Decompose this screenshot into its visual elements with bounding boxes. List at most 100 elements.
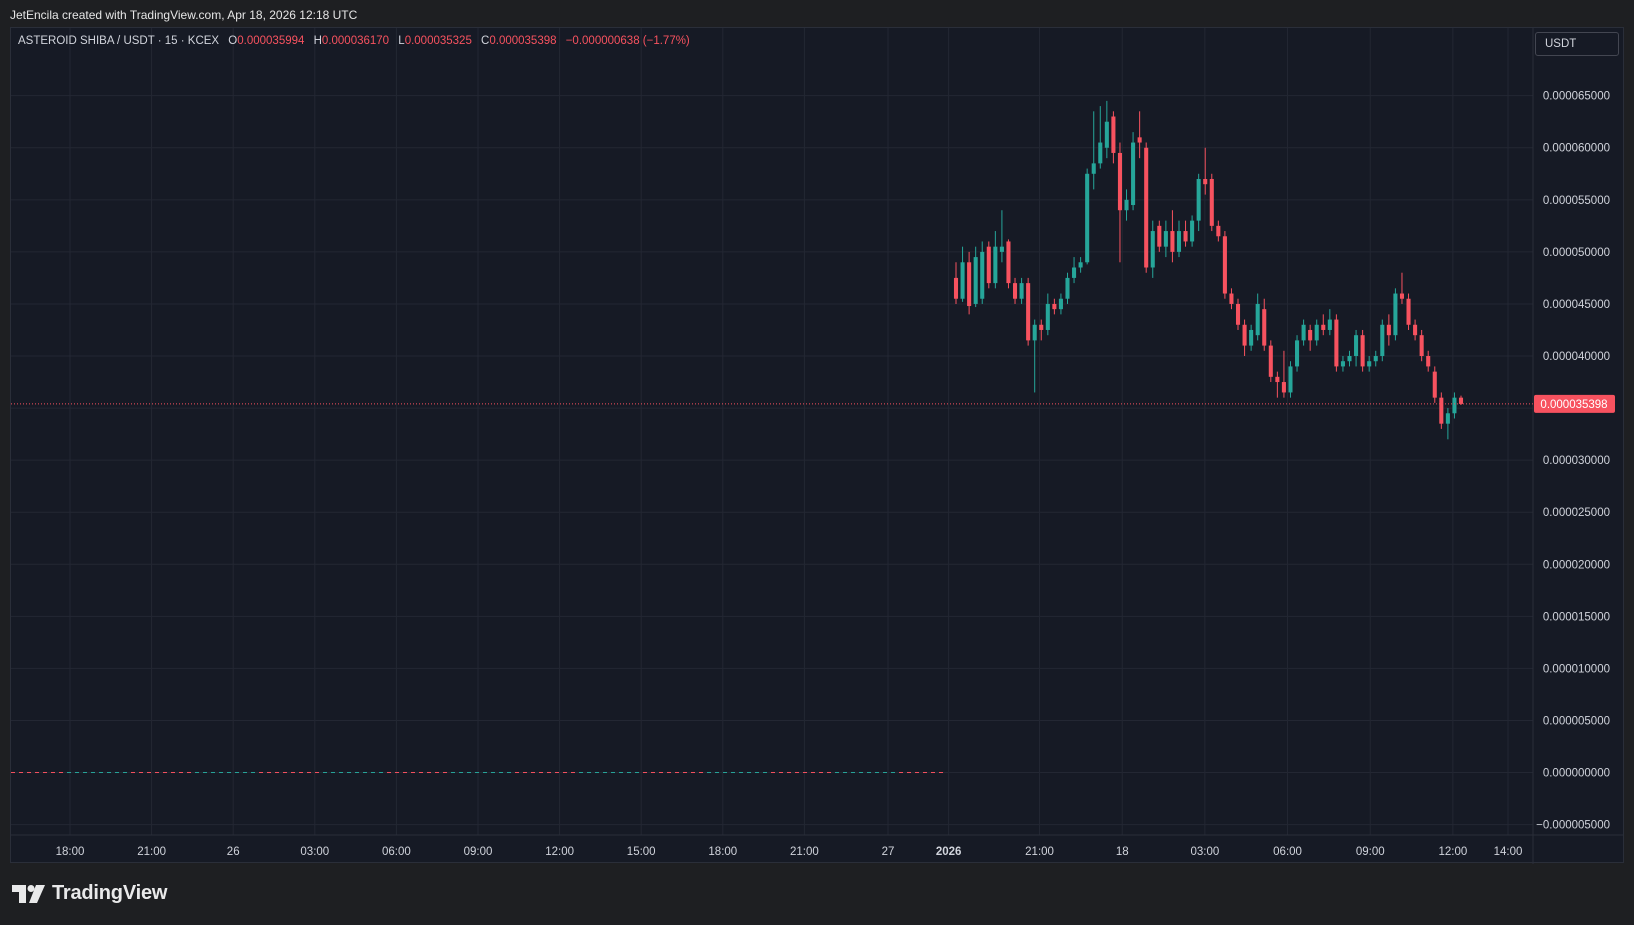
last-price-badge: [1534, 394, 1615, 413]
x-tick-label: 12:00: [545, 846, 574, 858]
y-tick-label: 0.000015000: [1543, 611, 1610, 623]
candle-body: [1203, 178, 1208, 185]
high-value: 0.000036170: [321, 35, 390, 47]
x-tick-label: 14:00: [1494, 846, 1523, 858]
candle-body: [1340, 361, 1345, 367]
x-tick-label: 09:00: [464, 846, 493, 858]
candle-body: [1255, 303, 1260, 336]
candle-body: [1065, 277, 1070, 299]
x-tick-label: 06:00: [382, 846, 411, 858]
candle-body: [1262, 309, 1267, 346]
candle-body: [960, 262, 965, 299]
tradingview-brand: TradingView: [52, 882, 168, 904]
candle-body: [1295, 340, 1300, 367]
candle-body: [1058, 298, 1063, 310]
x-tick-label: 18:00: [56, 846, 85, 858]
x-tick-label: 09:00: [1356, 846, 1385, 858]
open-label: O: [228, 35, 238, 47]
low-value: 0.000035325: [404, 35, 472, 47]
candle-body: [1314, 324, 1319, 341]
last-price-label: 0.000035398: [1540, 399, 1607, 411]
candle-body: [1216, 225, 1221, 237]
x-tick-label: 21:00: [790, 846, 819, 858]
candle-body: [1281, 382, 1286, 393]
candle-body: [1347, 356, 1352, 362]
candle-body: [1157, 225, 1162, 247]
candle-body: [1419, 335, 1424, 357]
y-tick-label: 0.000065000: [1543, 91, 1610, 103]
tradingview-logo-icon: [12, 884, 45, 903]
chart-caption: JetEncila created with TradingView.com, …: [10, 8, 358, 22]
tradingview-logo[interactable]: TradingView: [12, 882, 167, 905]
candle-body: [1288, 366, 1293, 393]
candle-body: [1170, 231, 1175, 252]
candle-body: [1183, 231, 1188, 242]
candle-body: [1085, 173, 1090, 263]
y-tick-label: 0.000045000: [1543, 299, 1610, 311]
open-value: 0.000035994: [237, 35, 305, 47]
close-value: 0.000035398: [489, 35, 557, 47]
x-tick-label: 12:00: [1438, 846, 1467, 858]
y-tick-label: 0.000040000: [1543, 351, 1610, 363]
change-value: −0.000000638 (−1.77%): [565, 35, 690, 47]
candle-body: [1458, 397, 1464, 404]
candle-body: [1131, 142, 1136, 206]
candle-body: [1380, 324, 1385, 357]
candle-body: [1452, 397, 1457, 414]
candle-body: [980, 251, 985, 299]
candle-body: [1360, 335, 1365, 367]
close-label: C: [481, 35, 490, 47]
candle-body: [1019, 283, 1024, 299]
candle-body: [1222, 236, 1227, 294]
x-tick-label: 03:00: [300, 846, 329, 858]
candle-body: [1235, 303, 1241, 325]
high-label: H: [313, 35, 322, 47]
candle-body: [1426, 356, 1431, 367]
y-tick-label: 0.000060000: [1543, 143, 1610, 155]
candle-body: [1039, 324, 1044, 330]
candle-body: [1308, 329, 1313, 341]
currency-button[interactable]: USDT: [1535, 32, 1619, 56]
candle-body: [1124, 199, 1129, 211]
candle-body: [1072, 267, 1077, 278]
symbol-title[interactable]: ASTEROID SHIBA / USDT · 15 · KCEX: [18, 35, 220, 47]
candle-body: [1045, 303, 1050, 330]
candle-body: [1190, 220, 1195, 242]
candle-body: [1406, 298, 1411, 325]
candle-body: [1268, 345, 1273, 377]
y-tick-label: 0.000055000: [1543, 195, 1610, 207]
candle-body: [1373, 356, 1378, 362]
candle-body: [1150, 231, 1155, 268]
candle-body: [986, 246, 991, 284]
candle-body: [1275, 376, 1280, 383]
candle-body: [993, 246, 998, 284]
candle-body: [1301, 324, 1306, 341]
candle-body: [1012, 283, 1018, 299]
x-tick-label: 21:00: [137, 846, 166, 858]
candle-body: [1163, 231, 1168, 247]
candle-body: [1032, 324, 1037, 341]
candle-body: [953, 277, 959, 299]
y-tick-label: 0.000000000: [1543, 768, 1610, 780]
candle-body: [1249, 329, 1254, 346]
candle-body: [1321, 324, 1326, 330]
candle-body: [1144, 147, 1149, 268]
candle-body: [1413, 324, 1418, 336]
candle-body: [1026, 283, 1031, 341]
candle-body: [967, 262, 972, 307]
candle-body: [1091, 163, 1096, 174]
candle-body: [973, 257, 978, 304]
candle-body: [1354, 335, 1359, 357]
y-tick-label: 0.000010000: [1543, 663, 1610, 675]
chart-panel[interactable]: [10, 27, 1624, 863]
candle-body: [1432, 371, 1437, 398]
candle-body: [1367, 361, 1372, 367]
candle-body: [1196, 178, 1201, 221]
candle-body: [1209, 178, 1214, 226]
symbol-legend: ASTEROID SHIBA / USDT · 15 · KCEX O0.000…: [18, 35, 690, 47]
candle-body: [1229, 293, 1234, 304]
candle-body: [999, 246, 1004, 252]
candle-body: [1445, 413, 1450, 424]
x-tick-label: 27: [882, 846, 895, 858]
